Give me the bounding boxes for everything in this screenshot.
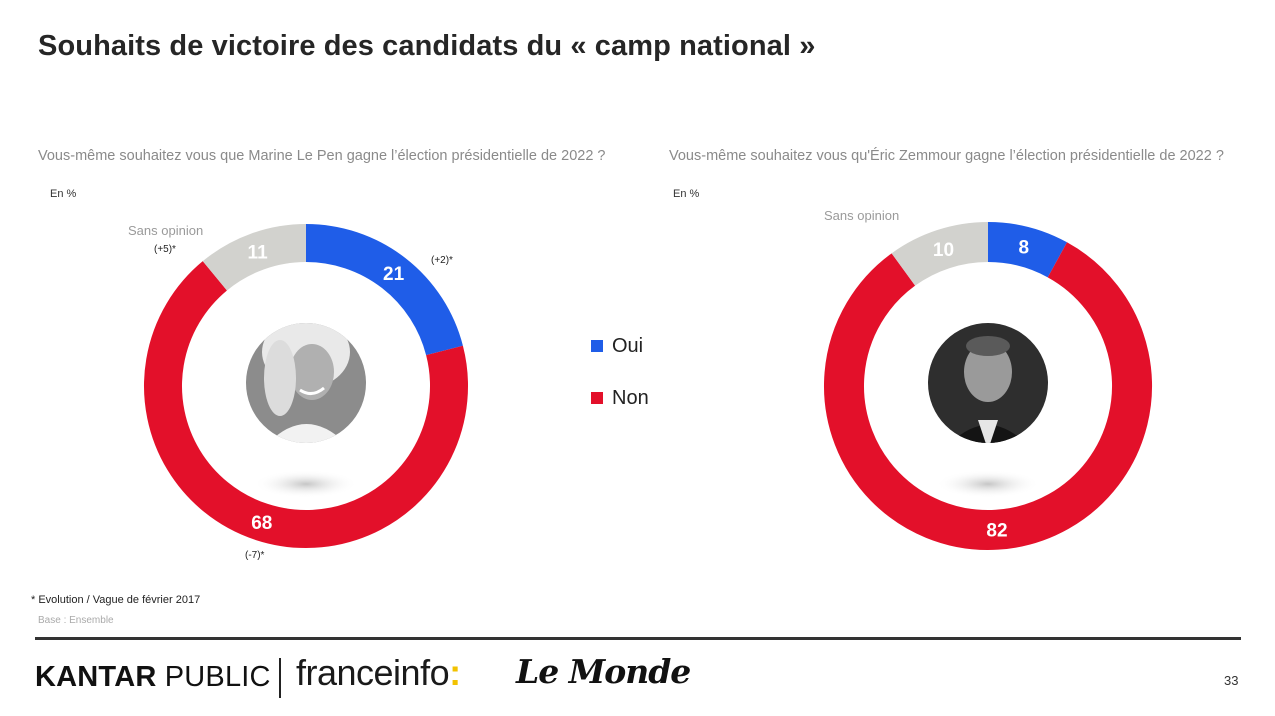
portrait-marine-le-pen xyxy=(246,323,366,443)
data-label-non: 82 xyxy=(986,521,1007,542)
chart-legend: Oui Non xyxy=(591,333,649,437)
data-label-sans-opinion: 11 xyxy=(248,242,269,263)
question-le-pen: Vous-même souhaitez vous que Marine Le P… xyxy=(38,148,606,164)
legend-label-oui: Oui xyxy=(612,334,644,357)
data-label-oui: 8 xyxy=(1019,237,1030,258)
page-number: 33 xyxy=(1224,673,1239,688)
base-note: Base : Ensemble xyxy=(38,615,114,626)
sans-opinion-label-right: Sans opinion xyxy=(824,208,899,223)
kantar-public-logo: KANTAR PUBLIC xyxy=(35,661,271,693)
chart-zemmour: 8 82 10 Sans opinion xyxy=(824,208,1152,550)
donut-slice-non xyxy=(824,242,1152,550)
donut-slice-oui xyxy=(987,222,1068,278)
footer-rule xyxy=(35,637,1241,640)
legend-swatch-oui xyxy=(591,340,603,352)
portrait-shadow xyxy=(936,470,1040,498)
donut-slice-non xyxy=(144,261,468,548)
donut-slice-sans-opinion xyxy=(891,222,989,286)
franceinfo-logo: franceinfo: xyxy=(296,652,461,693)
portrait-shadow xyxy=(254,470,358,498)
chart-le-pen: 21 68 11 Sans opinion (+5)* (+2)* (-7)* xyxy=(128,223,468,561)
data-label-sans-opinion: 10 xyxy=(933,240,954,261)
logo-separator xyxy=(279,658,281,698)
footnote: * Evolution / Vague de février 2017 xyxy=(31,594,201,606)
evolution-oui-left: (+2)* xyxy=(431,255,453,266)
legend-label-non: Non xyxy=(612,386,649,409)
evolution-non-left: (-7)* xyxy=(245,550,265,561)
portrait-eric-zemmour xyxy=(928,323,1048,443)
sans-opinion-label-left: Sans opinion xyxy=(128,223,203,238)
page-title: Souhaits de victoire des candidats du « … xyxy=(38,30,816,62)
data-label-oui: 21 xyxy=(383,264,405,285)
unit-label-right: En % xyxy=(673,188,700,200)
data-label-non: 68 xyxy=(251,513,272,534)
le-monde-logo: Le Monde xyxy=(516,652,691,691)
unit-label-left: En % xyxy=(50,188,77,200)
legend-swatch-non xyxy=(591,392,603,404)
legend-item-non: Non xyxy=(591,385,649,411)
evolution-sans-opinion-left: (+5)* xyxy=(154,244,176,255)
question-zemmour: Vous-même souhaitez vous qu'Éric Zemmour… xyxy=(669,148,1224,164)
donut-slice-oui xyxy=(305,224,463,356)
donut-ring-le-pen: 21 68 11 xyxy=(144,224,468,548)
legend-item-oui: Oui xyxy=(591,333,649,359)
donut-ring-zemmour: 8 82 10 xyxy=(824,222,1152,550)
donut-slice-sans-opinion xyxy=(202,224,307,291)
